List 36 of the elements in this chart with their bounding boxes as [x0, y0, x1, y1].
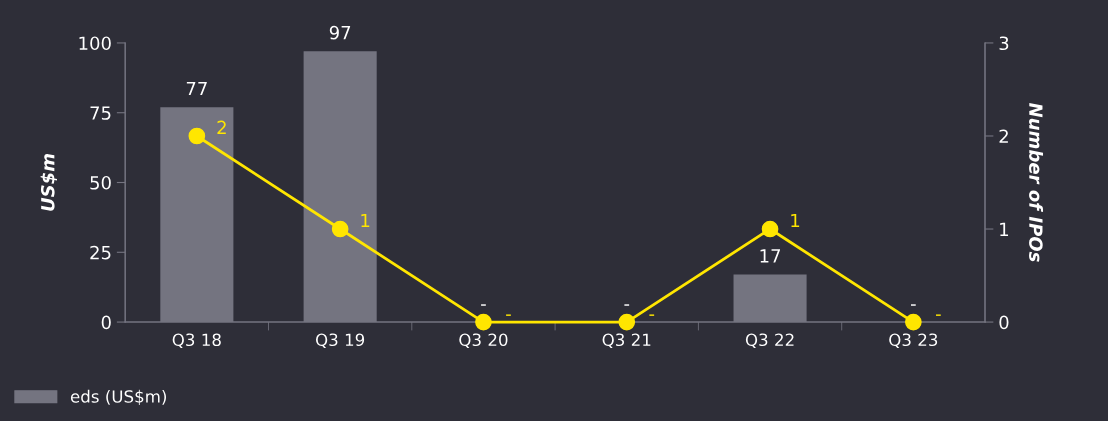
y-tick-label: 75 — [90, 106, 111, 120]
y2-tick-label: 3 — [999, 36, 1009, 51]
point — [188, 127, 206, 145]
data-label: 17 — [760, 249, 780, 263]
legend-label: eds (US$m) — [70, 389, 166, 405]
data-label: 77 — [186, 81, 207, 96]
data-label: 1 — [791, 213, 800, 228]
point — [905, 313, 922, 331]
y-tick-label: 25 — [90, 245, 111, 260]
data-label: - — [935, 314, 941, 316]
data-label: 2 — [217, 120, 226, 135]
data-label: - — [649, 314, 655, 316]
x-tick-label: Q3 19 — [315, 333, 365, 348]
data-label: 1 — [361, 213, 370, 228]
data-label: - — [506, 314, 511, 316]
y-axis-title: US$m — [40, 154, 57, 211]
x-tick-label: Q3 18 — [172, 333, 221, 348]
y2-tick-label: 2 — [999, 129, 1008, 143]
y-tick-label: 50 — [90, 175, 111, 190]
data-label: - — [624, 304, 630, 306]
data-label: 97 — [329, 25, 351, 40]
y-tick-label: 0 — [101, 315, 111, 330]
x-tick-label: Q3 23 — [889, 333, 938, 348]
x-tick-label: Q3 21 — [602, 333, 651, 348]
data-label: - — [481, 304, 486, 306]
point — [331, 220, 349, 238]
x-tick-label: Q3 20 — [459, 333, 508, 348]
y-tick-label: 100 — [79, 36, 111, 51]
y2-tick-label: 1 — [1000, 222, 1009, 236]
data-label: - — [910, 304, 916, 306]
point — [618, 313, 636, 331]
y2-axis-title: Number of IPOs — [1029, 103, 1044, 262]
y2-tick-label: 0 — [999, 315, 1009, 330]
x-tick-label: Q3 22 — [745, 333, 794, 348]
point — [761, 220, 779, 238]
point — [475, 313, 492, 331]
